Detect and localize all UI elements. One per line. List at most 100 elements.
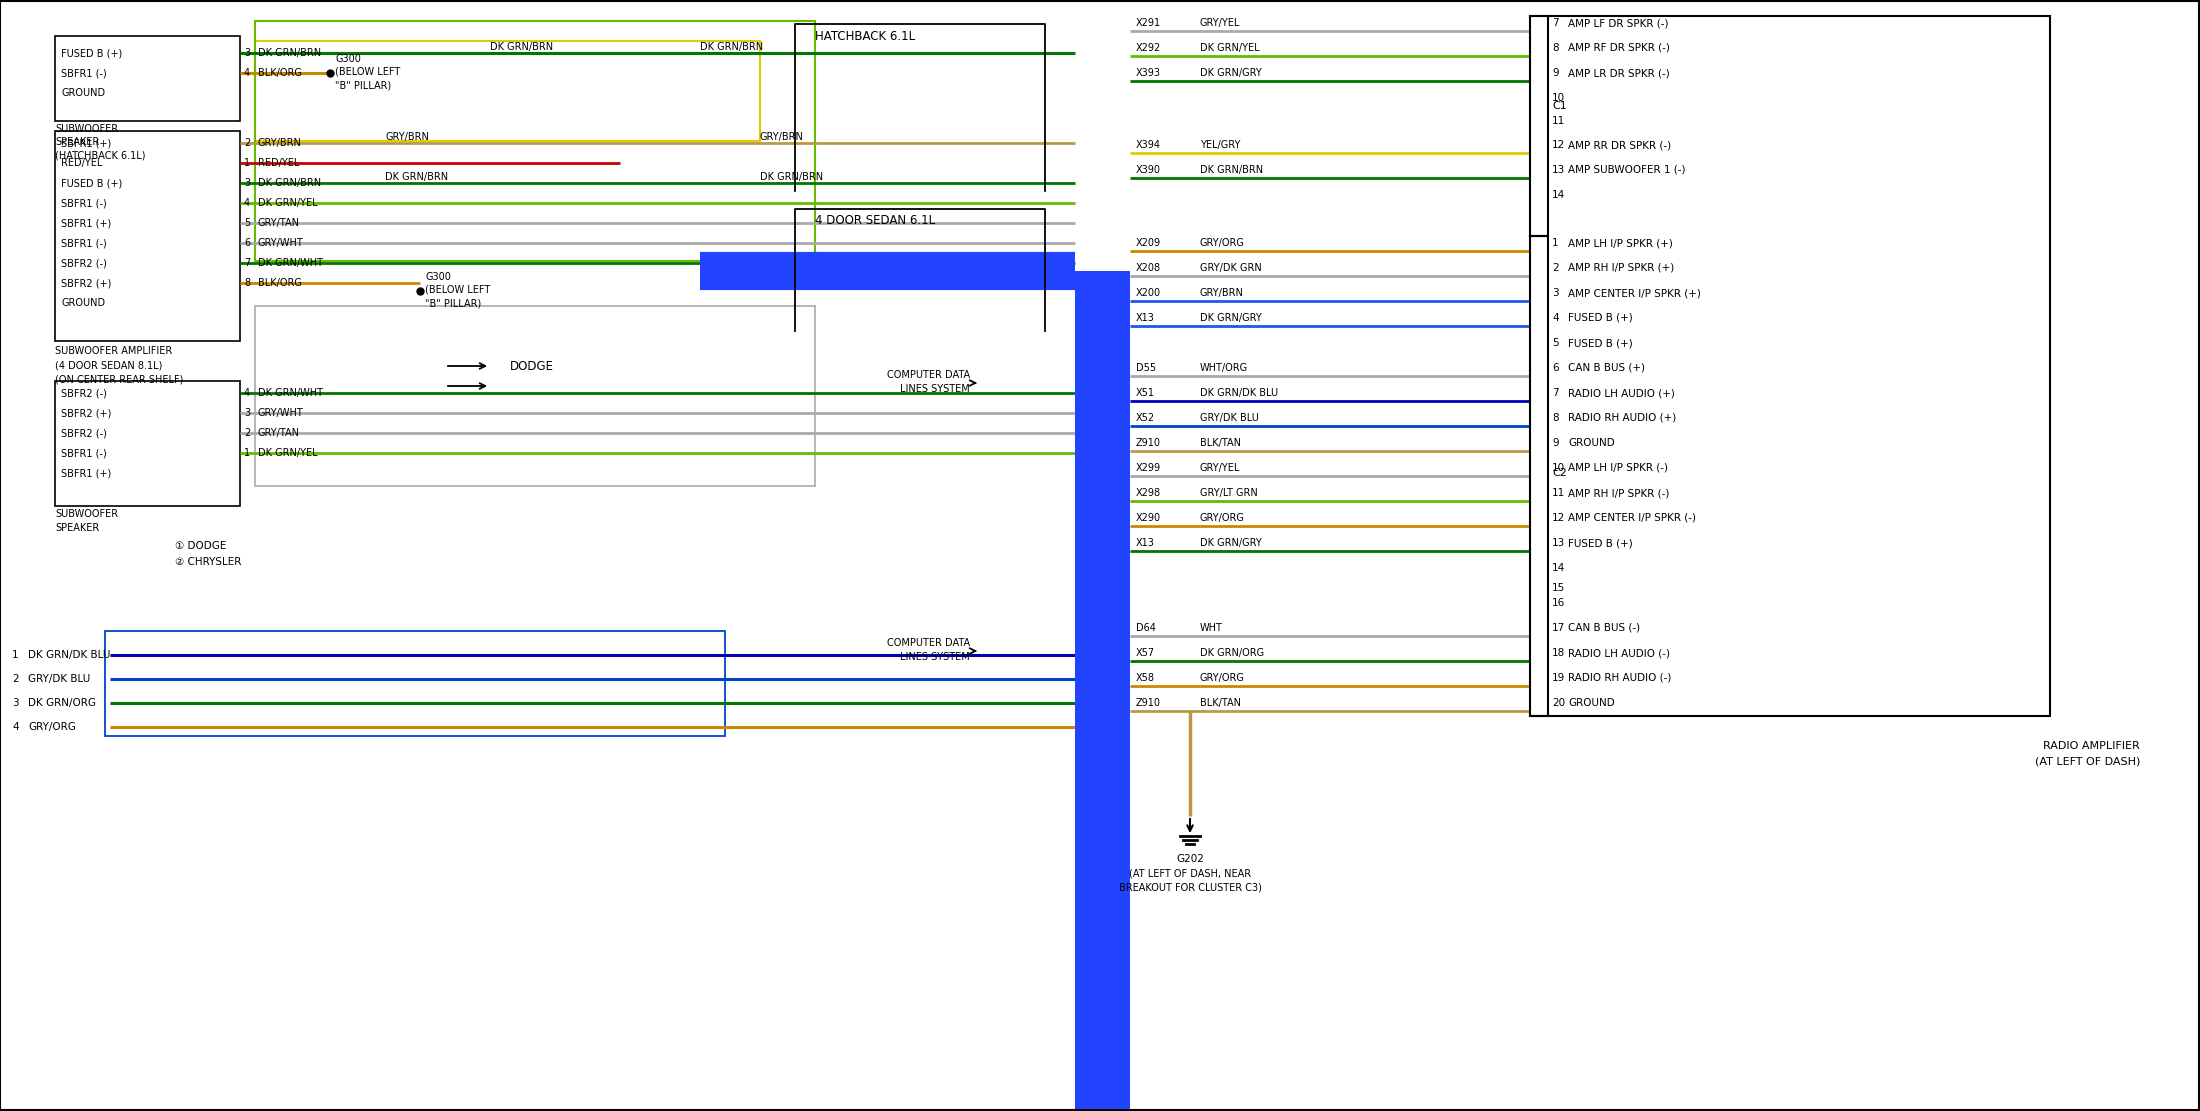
Text: X58: X58 (1135, 673, 1155, 683)
Text: X13: X13 (1135, 313, 1155, 323)
Text: 7: 7 (1551, 18, 1558, 28)
Text: GROUND: GROUND (1569, 438, 1615, 448)
Text: AMP LH I/P SPKR (+): AMP LH I/P SPKR (+) (1569, 238, 1672, 248)
Text: SPEAKER: SPEAKER (55, 137, 99, 147)
Text: AMP LF DR SPKR (-): AMP LF DR SPKR (-) (1569, 18, 1668, 28)
Text: GROUND: GROUND (1569, 698, 1615, 708)
Text: 6: 6 (1551, 363, 1558, 373)
Text: DK GRN/WHT: DK GRN/WHT (257, 388, 323, 398)
Text: X393: X393 (1135, 68, 1162, 78)
Text: RADIO AMPLIFIER: RADIO AMPLIFIER (2044, 741, 2141, 751)
Text: DK GRN/BRN: DK GRN/BRN (257, 48, 321, 58)
Text: 11: 11 (1551, 116, 1564, 126)
Text: COMPUTER DATA: COMPUTER DATA (887, 370, 970, 380)
Text: SBFR1 (-): SBFR1 (-) (62, 68, 108, 78)
Text: DK GRN/BRN: DK GRN/BRN (700, 42, 763, 52)
Text: YEL/GRY: YEL/GRY (1199, 140, 1241, 150)
Text: 3: 3 (1551, 288, 1558, 298)
Text: SBFR2 (-): SBFR2 (-) (62, 388, 108, 398)
Text: RADIO RH AUDIO (-): RADIO RH AUDIO (-) (1569, 673, 1672, 683)
Text: 2: 2 (11, 674, 18, 684)
Text: X208: X208 (1135, 263, 1162, 273)
Text: GRY/DK GRN: GRY/DK GRN (1199, 263, 1263, 273)
Text: (AT LEFT OF DASH): (AT LEFT OF DASH) (2035, 757, 2141, 767)
Bar (255, 306, 814, 486)
Bar (255, 21, 814, 261)
Text: DK GRN/YEL: DK GRN/YEL (1199, 43, 1261, 53)
Text: C1: C1 (1551, 101, 1566, 111)
Text: FUSED B (+): FUSED B (+) (1569, 338, 1632, 348)
Text: X292: X292 (1135, 43, 1162, 53)
Text: GROUND: GROUND (62, 298, 106, 308)
Text: SBFR1 (+): SBFR1 (+) (62, 468, 112, 478)
Text: 2: 2 (244, 428, 251, 438)
Text: WHT: WHT (1199, 623, 1223, 633)
Text: DK GRN/YEL: DK GRN/YEL (257, 198, 317, 208)
Text: SBFR1 (-): SBFR1 (-) (62, 238, 108, 248)
Text: X390: X390 (1135, 166, 1162, 176)
Text: AMP CENTER I/P SPKR (-): AMP CENTER I/P SPKR (-) (1569, 513, 1696, 523)
Text: 14: 14 (1551, 563, 1564, 573)
Text: BLK/ORG: BLK/ORG (257, 278, 301, 288)
Text: 13: 13 (1551, 166, 1564, 176)
Text: 9: 9 (1551, 68, 1558, 78)
Text: 9: 9 (1551, 438, 1558, 448)
Bar (55, 131, 240, 341)
Text: HATCHBACK 6.1L: HATCHBACK 6.1L (814, 30, 915, 42)
Text: (AT LEFT OF DASH, NEAR: (AT LEFT OF DASH, NEAR (1129, 868, 1252, 878)
Text: GRY/DK BLU: GRY/DK BLU (1199, 413, 1258, 423)
Text: SBFR1 (-): SBFR1 (-) (62, 198, 108, 208)
Bar (55, 36, 240, 121)
Text: 7: 7 (244, 258, 251, 268)
Text: 18: 18 (1551, 648, 1564, 658)
Text: AMP LR DR SPKR (-): AMP LR DR SPKR (-) (1569, 68, 1670, 78)
Text: DK GRN/BRN: DK GRN/BRN (1199, 166, 1263, 176)
Text: DK GRN/BRN: DK GRN/BRN (759, 172, 823, 182)
Text: 1: 1 (1551, 238, 1558, 248)
Text: FUSED B (+): FUSED B (+) (1569, 313, 1632, 323)
Text: RADIO LH AUDIO (+): RADIO LH AUDIO (+) (1569, 388, 1674, 398)
Text: RED/YEL: RED/YEL (62, 158, 103, 168)
Text: X298: X298 (1135, 488, 1162, 498)
Text: G202: G202 (1177, 854, 1203, 864)
Text: Z910: Z910 (1135, 698, 1162, 708)
Text: 8: 8 (244, 278, 251, 288)
Text: GRY/YEL: GRY/YEL (1199, 463, 1241, 473)
Text: GRY/BRN: GRY/BRN (1199, 288, 1243, 298)
Text: SUBWOOFER AMPLIFIER: SUBWOOFER AMPLIFIER (55, 346, 172, 356)
Text: DK GRN/BRN: DK GRN/BRN (257, 178, 321, 188)
Text: SBFR2 (+): SBFR2 (+) (62, 278, 112, 288)
Text: SBFR1 (-): SBFR1 (-) (62, 448, 108, 458)
Text: 19: 19 (1551, 673, 1564, 683)
Text: RED/YEL: RED/YEL (257, 158, 299, 168)
Text: Z910: Z910 (1135, 438, 1162, 448)
Text: GRY/ORG: GRY/ORG (1199, 238, 1245, 248)
Text: G300: G300 (425, 272, 451, 282)
Text: C2: C2 (1551, 469, 1566, 479)
Text: FUSED B (+): FUSED B (+) (1569, 538, 1632, 548)
Text: 2: 2 (1551, 263, 1558, 273)
Text: 10: 10 (1551, 463, 1564, 473)
Text: X209: X209 (1135, 238, 1162, 248)
Text: GRY/BRN: GRY/BRN (257, 138, 301, 148)
Text: DODGE: DODGE (510, 360, 554, 372)
Text: GRY/WHT: GRY/WHT (257, 408, 304, 418)
Text: LINES SYSTEM: LINES SYSTEM (900, 384, 970, 394)
Text: DK GRN/GRY: DK GRN/GRY (1199, 68, 1263, 78)
Text: AMP LH I/P SPKR (-): AMP LH I/P SPKR (-) (1569, 463, 1668, 473)
Text: AMP RR DR SPKR (-): AMP RR DR SPKR (-) (1569, 140, 1672, 150)
Text: GRY/LT GRN: GRY/LT GRN (1199, 488, 1258, 498)
Text: 3: 3 (11, 698, 18, 708)
Text: X299: X299 (1135, 463, 1162, 473)
Text: 17: 17 (1551, 623, 1564, 633)
Text: X52: X52 (1135, 413, 1155, 423)
Text: RADIO LH AUDIO (-): RADIO LH AUDIO (-) (1569, 648, 1670, 658)
Text: ① DODGE: ① DODGE (176, 541, 227, 551)
Text: SUBWOOFER: SUBWOOFER (55, 509, 119, 519)
Text: DK GRN/GRY: DK GRN/GRY (1199, 313, 1263, 323)
Text: D64: D64 (1135, 623, 1155, 633)
Text: 12: 12 (1551, 513, 1564, 523)
Text: X200: X200 (1135, 288, 1162, 298)
Text: DK GRN/WHT: DK GRN/WHT (257, 258, 323, 268)
Text: DK GRN/BRN: DK GRN/BRN (385, 172, 449, 182)
